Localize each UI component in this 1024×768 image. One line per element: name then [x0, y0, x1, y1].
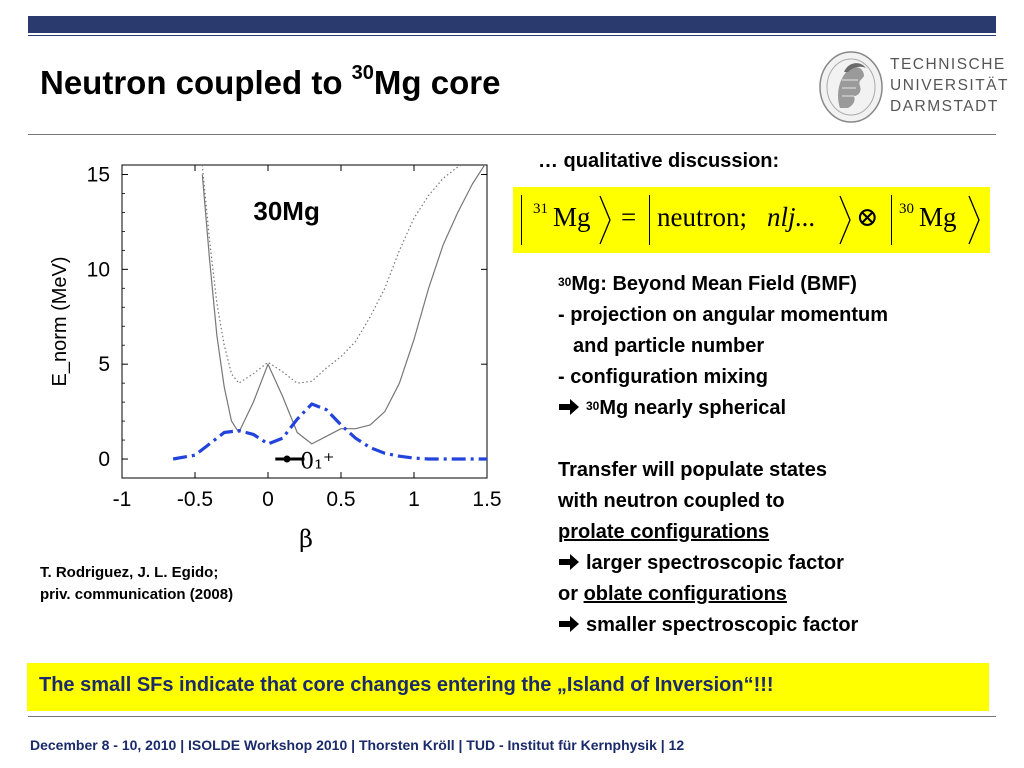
chart-svg: -1 -0.5 0 0.5 1 1.5 0 5 10 15 β E_norm (MeV) 30Mg 0₁⁺: [49, 163, 502, 553]
larger-sf-text: larger spectroscopic factor: [586, 552, 844, 574]
spacer: [558, 424, 888, 455]
x-tick-label: -1: [113, 488, 132, 511]
y-tick-label: 0: [98, 448, 110, 471]
formula-sup-30: 30: [899, 201, 914, 217]
y-axis-label: E_norm (MeV): [49, 256, 71, 386]
conclusion-box: The small SFs indicate that core changes…: [27, 663, 989, 711]
bullet-projection-cont: and particle number: [573, 335, 765, 357]
x-axis-label: β: [299, 525, 313, 553]
x-tick-label: 1.5: [472, 488, 501, 511]
series-line-blue-dashdot: [172, 402, 487, 461]
smaller-sf-text: smaller spectroscopic factor: [586, 614, 859, 636]
spherical-text: Mg nearly spherical: [599, 397, 787, 419]
bullet-config-mixing: - configuration mixing: [558, 366, 768, 388]
ket-bar-2: [649, 195, 650, 245]
bmf-title-text: Mg: Beyond Mean Field (BMF): [571, 273, 857, 295]
university-logo: TECHNISCHE UNIVERSITÄT DARMSTADT: [818, 50, 1007, 125]
bullet-projection: - projection on angular momentum: [558, 304, 889, 326]
energy-surface-chart: -1 -0.5 0 0.5 1 1.5 0 5 10 15 β E_norm (MeV) 30Mg 0₁⁺: [40, 140, 510, 560]
ket-angle-3: [968, 195, 980, 245]
chart-title: 30Mg: [253, 196, 319, 226]
smaller-sf-line: smaller spectroscopic factor: [558, 610, 888, 641]
ket-bar-3: [891, 195, 892, 245]
citation: T. Rodriguez, J. L. Egido; priv. communi…: [40, 562, 233, 606]
formula-equals: =: [621, 202, 637, 232]
x-tick-label: 1: [408, 488, 420, 511]
citation-line-1: T. Rodriguez, J. L. Egido;: [40, 564, 219, 581]
transfer-line-1: Transfer will populate states: [558, 459, 827, 481]
ket-angle-1: [599, 195, 611, 245]
formula-mg-30: Mg: [919, 202, 957, 232]
logo-line-1: TECHNISCHE: [890, 56, 1006, 73]
or-word: or: [558, 583, 584, 605]
spherical-sup: 30: [586, 399, 600, 413]
logo-text: TECHNISCHE UNIVERSITÄT DARMSTADT: [890, 54, 1009, 117]
x-tick-label: -0.5: [177, 488, 213, 511]
logo-line-2: UNIVERSITÄT: [890, 77, 1009, 94]
ground-state-marker: [283, 455, 291, 463]
right-arrow-icon: [559, 399, 579, 415]
conclusion-text: The small SFs indicate that core changes…: [39, 674, 774, 696]
x-tick-label: 0.5: [326, 488, 355, 511]
larger-sf-line: larger spectroscopic factor: [558, 548, 888, 579]
prolate-configurations: prolate configurations: [558, 521, 770, 543]
ground-state-label: 0₁⁺: [300, 450, 334, 475]
citation-line-2: priv. communication (2008): [40, 586, 234, 603]
footer-divider: [28, 716, 996, 717]
formula-mg-31: Mg: [553, 202, 591, 232]
state-formula: 31 Mg = neutron; nlj... ⊗ 30 Mg: [513, 187, 990, 253]
formula-box: 31 Mg = neutron; nlj... ⊗ 30 Mg: [513, 187, 990, 253]
title-main: Neutron coupled to: [40, 64, 352, 101]
oblate-configurations: oblate configurations: [583, 583, 787, 605]
logo-line-3: DARMSTADT: [890, 98, 999, 115]
transfer-line-2: with neutron coupled to: [558, 490, 785, 512]
formula-sup-31: 31: [533, 201, 548, 217]
oblate-line: or oblate configurations: [558, 579, 888, 610]
formula-otimes: ⊗: [856, 202, 879, 232]
discussion-text: 30Mg: Beyond Mean Field (BMF) - projecti…: [558, 269, 888, 641]
y-tick-label: 15: [87, 163, 110, 186]
bmf-sup: 30: [558, 275, 572, 289]
series-line-grey-dotted: [201, 165, 463, 384]
x-tick-label: 0: [262, 488, 274, 511]
title-sup: 30: [351, 62, 374, 84]
series-line-grey-solid: [201, 165, 486, 445]
formula-nlj: nlj...: [767, 202, 816, 232]
title-end: Mg core: [373, 64, 501, 101]
title-divider: [28, 134, 996, 135]
right-arrow-icon: [559, 616, 579, 632]
header-bar: [28, 16, 996, 33]
bmf-title: 30Mg: Beyond Mean Field (BMF): [558, 269, 888, 300]
plot-frame: [121, 164, 488, 479]
header-rule: [28, 35, 996, 36]
qualitative-heading: … qualitative discussion:: [538, 150, 780, 172]
footer-text: December 8 - 10, 2010 | ISOLDE Workshop …: [30, 737, 685, 753]
y-tick-label: 5: [98, 353, 110, 376]
formula-neutron: neutron;: [657, 202, 747, 232]
y-tick-label: 10: [87, 258, 110, 281]
ket-angle-2: [839, 195, 851, 245]
slide-title: Neutron coupled to 30Mg core: [40, 62, 501, 102]
athena-seal-icon: [819, 51, 883, 123]
spherical-line: 30Mg nearly spherical: [558, 393, 888, 424]
ket-bar-1: [521, 195, 522, 245]
right-arrow-icon: [559, 554, 579, 570]
